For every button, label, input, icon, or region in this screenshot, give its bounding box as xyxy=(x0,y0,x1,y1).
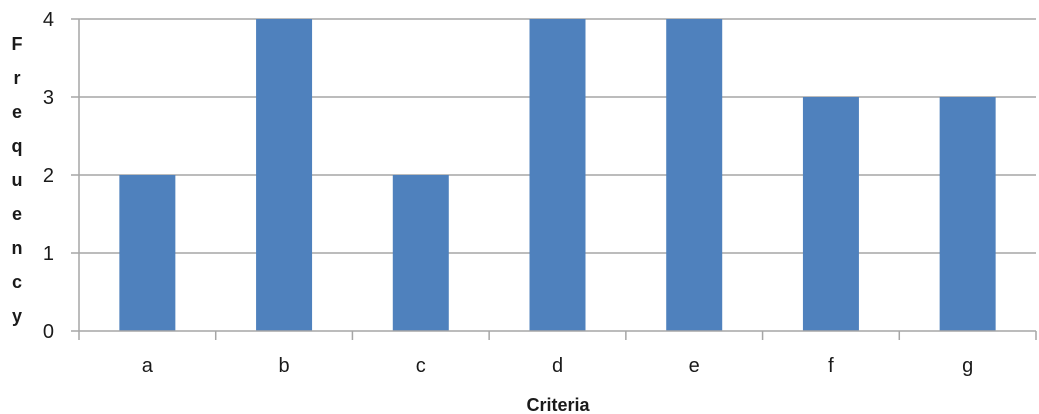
y-tick-label: 1 xyxy=(43,243,54,265)
y-axis-label-letter: F xyxy=(12,34,23,54)
bar-d xyxy=(529,19,586,331)
y-axis-label-letter: e xyxy=(12,102,22,122)
y-axis-label-letter: c xyxy=(12,272,22,292)
x-tick-label: f xyxy=(828,355,834,377)
x-axis xyxy=(78,19,1037,340)
y-axis-label-letter: n xyxy=(12,238,23,258)
bar-g xyxy=(939,97,996,331)
y-tick-label: 3 xyxy=(43,87,54,109)
bars xyxy=(119,19,996,331)
x-tick-label: g xyxy=(962,355,973,377)
bar-f xyxy=(802,97,859,331)
x-tick-label: d xyxy=(552,355,563,377)
bar-a xyxy=(119,175,176,331)
y-axis-label-letter: q xyxy=(12,136,23,156)
y-tick-label: 0 xyxy=(43,321,54,343)
x-axis-label: Criteria xyxy=(526,395,590,414)
x-tick-label: e xyxy=(689,355,700,377)
bar-b xyxy=(256,19,313,331)
bar-e xyxy=(666,19,723,331)
y-tick-label: 4 xyxy=(43,9,54,31)
y-axis-label-letter: e xyxy=(12,204,22,224)
x-tick-label: b xyxy=(279,355,290,377)
x-tick-label: a xyxy=(142,355,154,377)
y-axis-label-letter: y xyxy=(12,306,22,326)
x-tick-label: c xyxy=(416,355,426,377)
y-tick-labels: 0 1 2 3 4 xyxy=(43,9,79,343)
y-tick-label: 2 xyxy=(43,165,54,187)
y-axis-label-letter: u xyxy=(12,170,23,190)
y-axis-label-letter: r xyxy=(13,68,20,88)
x-tick-labels: a b c d e f g xyxy=(142,355,973,377)
bar-c xyxy=(392,175,449,331)
